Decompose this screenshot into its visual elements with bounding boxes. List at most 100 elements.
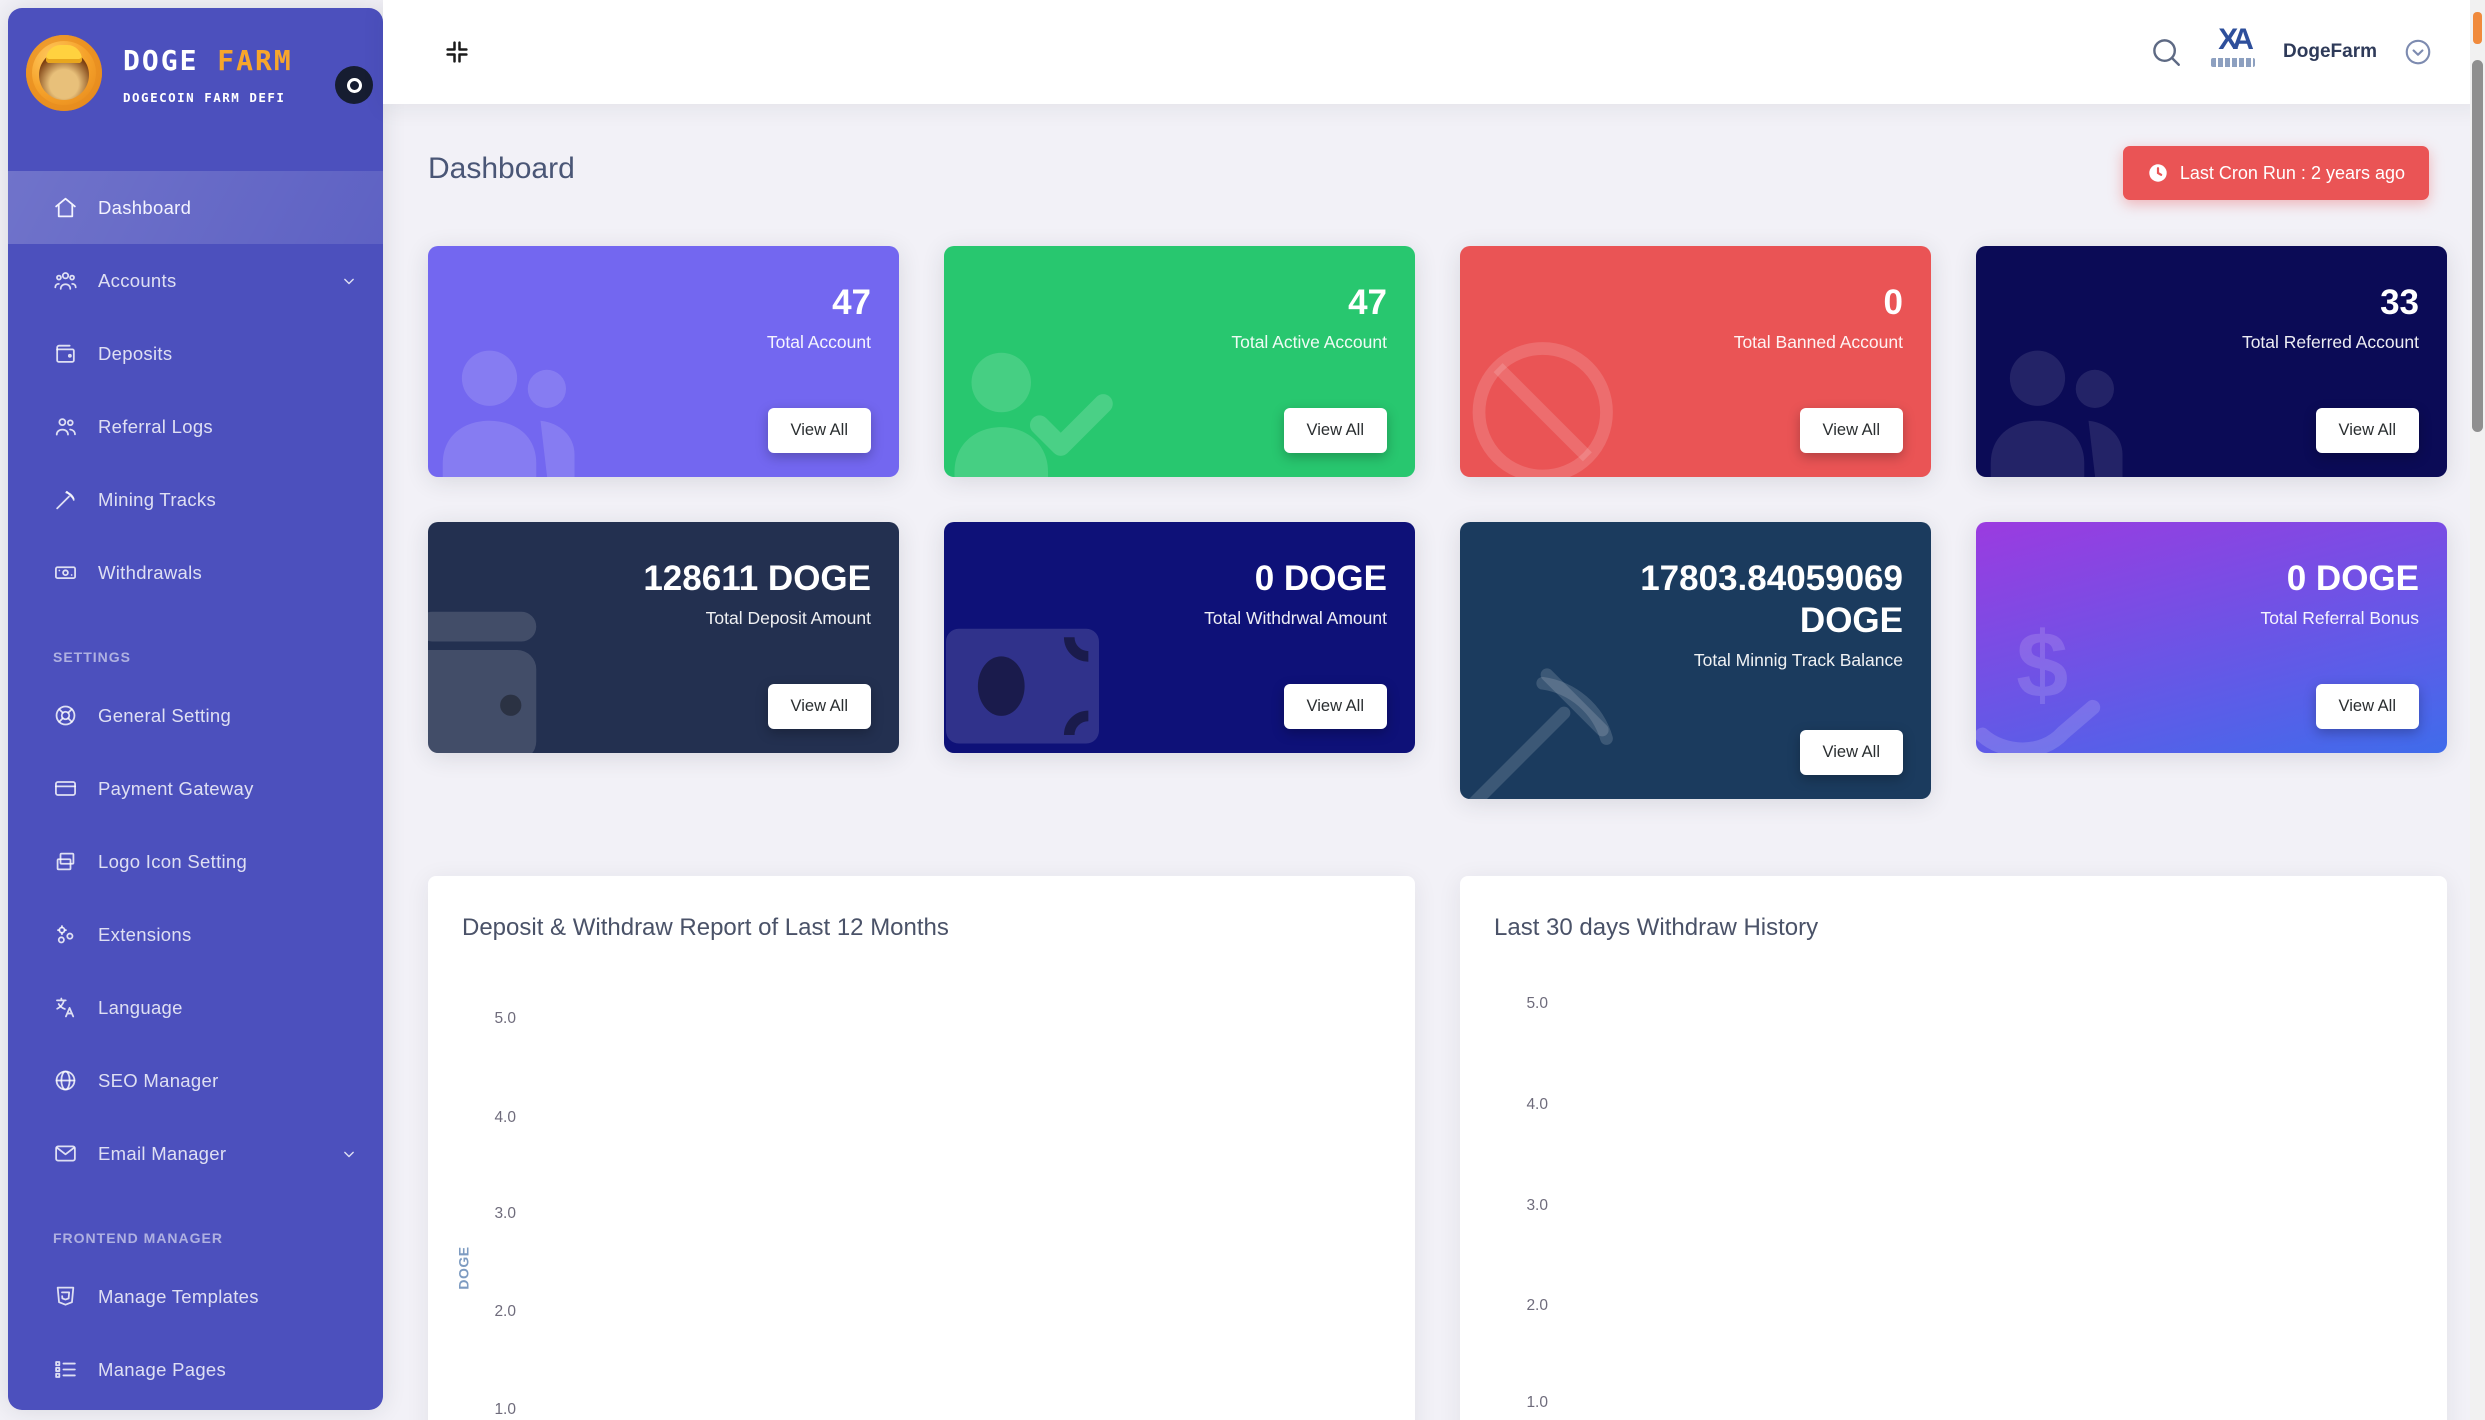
user-avatar[interactable]: XA bbox=[2209, 25, 2257, 79]
stat-value: 0 DOGE bbox=[2286, 559, 2419, 598]
chevron-circle-icon[interactable] bbox=[2403, 37, 2433, 67]
brand-title-accent: FARM bbox=[217, 44, 293, 77]
view-all-button[interactable]: View All bbox=[1283, 684, 1387, 729]
sidebar-item-manage-templates[interactable]: Manage Templates bbox=[8, 1260, 383, 1333]
stat-card-total-account: 47 Total Account View All bbox=[428, 246, 899, 477]
sidebar-item-accounts[interactable]: Accounts bbox=[8, 244, 383, 317]
view-all-button[interactable]: View All bbox=[2315, 408, 2419, 453]
lifebuoy-icon bbox=[53, 703, 78, 728]
sidebar-item-email-manager[interactable]: Email Manager bbox=[8, 1117, 383, 1190]
sidebar-item-language[interactable]: Language bbox=[8, 971, 383, 1044]
sidebar-item-general-setting[interactable]: General Setting bbox=[8, 679, 383, 752]
sidebar-item-withdrawals[interactable]: Withdrawals bbox=[8, 536, 383, 609]
topbar: XA DogeFarm bbox=[383, 0, 2485, 104]
sidebar-item-seo-manager[interactable]: SEO Manager bbox=[8, 1044, 383, 1117]
scrollbar-top-notch bbox=[2473, 12, 2482, 44]
pickaxe-icon bbox=[53, 487, 78, 512]
search-icon[interactable] bbox=[2149, 35, 2183, 69]
stat-value: 0 DOGE bbox=[1254, 559, 1387, 598]
y-tick: 3.0 bbox=[494, 1205, 516, 1222]
stat-label: Total Deposit Amount bbox=[705, 608, 871, 628]
chevron-down-icon bbox=[339, 271, 359, 291]
stat-label: Total Referral Bonus bbox=[2260, 608, 2419, 628]
stat-card-mining-track-balance: 17803.84059069 DOGE Total Minnig Track B… bbox=[1460, 522, 1931, 799]
users-group-icon bbox=[53, 268, 78, 293]
stat-value: 17803.84059069 DOGE bbox=[1640, 559, 1903, 640]
avatar-caption-decoration bbox=[2211, 58, 2256, 67]
scrollbar-thumb[interactable] bbox=[2472, 60, 2483, 432]
stat-cards-grid: 47 Total Account View All 47 Total Activ… bbox=[428, 246, 2447, 799]
stat-card-total-deposit: 128611 DOGE Total Deposit Amount View Al… bbox=[428, 522, 899, 753]
stat-label: Total Referred Account bbox=[2241, 332, 2419, 352]
view-all-button[interactable]: View All bbox=[1799, 408, 1903, 453]
banknote-icon bbox=[53, 560, 78, 585]
doge-logo-icon bbox=[26, 35, 102, 111]
gears-icon bbox=[53, 922, 78, 947]
sidebar-section-settings: SETTINGS bbox=[53, 649, 132, 665]
record-dot-icon bbox=[346, 77, 362, 93]
sidebar-item-referral-logs[interactable]: Referral Logs bbox=[8, 390, 383, 463]
y-axis-label: DOGE bbox=[455, 1246, 472, 1290]
stat-value: 47 bbox=[1348, 283, 1387, 322]
page-title: Dashboard bbox=[428, 152, 575, 185]
stat-label: Total Account bbox=[766, 332, 871, 352]
y-tick: 1.0 bbox=[1526, 1394, 1548, 1411]
page-scrollbar[interactable] bbox=[2470, 0, 2485, 1420]
cron-status-badge: Last Cron Run : 2 years ago bbox=[2122, 146, 2429, 200]
stat-card-total-withdrawal: 0 DOGE Total Withdrwal Amount View All bbox=[944, 522, 1415, 753]
stat-card-total-referral-bonus: $ 0 DOGE Total Referral Bonus View All bbox=[1976, 522, 2447, 753]
globe-icon bbox=[53, 1068, 78, 1093]
view-all-button[interactable]: View All bbox=[767, 684, 871, 729]
brand-title: DOGE FARM bbox=[123, 44, 293, 77]
deposit-withdraw-chart-card: Deposit & Withdraw Report of Last 12 Mon… bbox=[428, 876, 1415, 1420]
clock-icon bbox=[2149, 164, 2167, 182]
stat-card-total-banned-account: 0 Total Banned Account View All bbox=[1460, 246, 1931, 477]
home-icon bbox=[53, 195, 78, 220]
brand-subtitle: DOGECOIN FARM DEFI bbox=[123, 90, 286, 105]
sidebar-item-dashboard[interactable]: Dashboard bbox=[8, 171, 383, 244]
sidebar-item-logo-icon-setting[interactable]: Logo Icon Setting bbox=[8, 825, 383, 898]
y-tick: 1.0 bbox=[494, 1401, 516, 1418]
compress-icon bbox=[442, 37, 472, 67]
view-all-button[interactable]: View All bbox=[767, 408, 871, 453]
chevron-down-icon bbox=[339, 1144, 359, 1164]
brand-header[interactable]: DOGE FARM DOGECOIN FARM DEFI bbox=[8, 8, 383, 158]
y-tick: 2.0 bbox=[494, 1303, 516, 1320]
sidebar-nav: Dashboard Accounts Deposits Referral Log… bbox=[8, 171, 383, 1406]
stat-label: Total Active Account bbox=[1231, 332, 1387, 352]
stat-value: 128611 DOGE bbox=[643, 559, 871, 598]
chart-title: Deposit & Withdraw Report of Last 12 Mon… bbox=[462, 914, 949, 941]
stat-value: 0 bbox=[1883, 283, 1903, 322]
y-tick: 3.0 bbox=[1526, 1197, 1548, 1214]
y-tick: 5.0 bbox=[494, 1010, 516, 1027]
chart-title: Last 30 days Withdraw History bbox=[1494, 914, 1819, 941]
sidebar-pin-toggle[interactable] bbox=[335, 66, 373, 104]
sidebar: DOGE FARM DOGECOIN FARM DEFI Dashboard A… bbox=[8, 8, 383, 1410]
y-tick: 4.0 bbox=[1526, 1096, 1548, 1113]
sidebar-item-manage-pages[interactable]: Manage Pages bbox=[8, 1333, 383, 1406]
sidebar-item-payment-gateway[interactable]: Payment Gateway bbox=[8, 752, 383, 825]
html5-shield-icon bbox=[53, 1284, 78, 1309]
translate-icon bbox=[53, 995, 78, 1020]
charts-row: Deposit & Withdraw Report of Last 12 Mon… bbox=[428, 876, 2447, 1420]
collapse-menu-button[interactable] bbox=[433, 28, 481, 76]
stat-value: 33 bbox=[2380, 283, 2419, 322]
layered-windows-icon bbox=[53, 849, 78, 874]
view-all-button[interactable]: View All bbox=[1283, 408, 1387, 453]
y-tick: 5.0 bbox=[1526, 995, 1548, 1012]
view-all-button[interactable]: View All bbox=[1799, 730, 1903, 775]
y-tick: 4.0 bbox=[494, 1109, 516, 1126]
stat-card-total-referred-account: 33 Total Referred Account View All bbox=[1976, 246, 2447, 477]
view-all-button[interactable]: View All bbox=[2315, 684, 2419, 729]
sidebar-item-extensions[interactable]: Extensions bbox=[8, 898, 383, 971]
sidebar-item-mining-tracks[interactable]: Mining Tracks bbox=[8, 463, 383, 536]
stat-label: Total Withdrwal Amount bbox=[1204, 608, 1387, 628]
brand-avatar-icon: XA bbox=[2218, 23, 2254, 56]
main-content: Dashboard Last Cron Run : 2 years ago 47… bbox=[383, 104, 2485, 1420]
wallet-icon bbox=[53, 341, 78, 366]
user-menu-name[interactable]: DogeFarm bbox=[2283, 41, 2377, 62]
stat-card-total-active-account: 47 Total Active Account View All bbox=[944, 246, 1415, 477]
sidebar-item-deposits[interactable]: Deposits bbox=[8, 317, 383, 390]
withdraw-history-chart-card: Last 30 days Withdraw History 5.0 4.0 3.… bbox=[1460, 876, 2447, 1420]
